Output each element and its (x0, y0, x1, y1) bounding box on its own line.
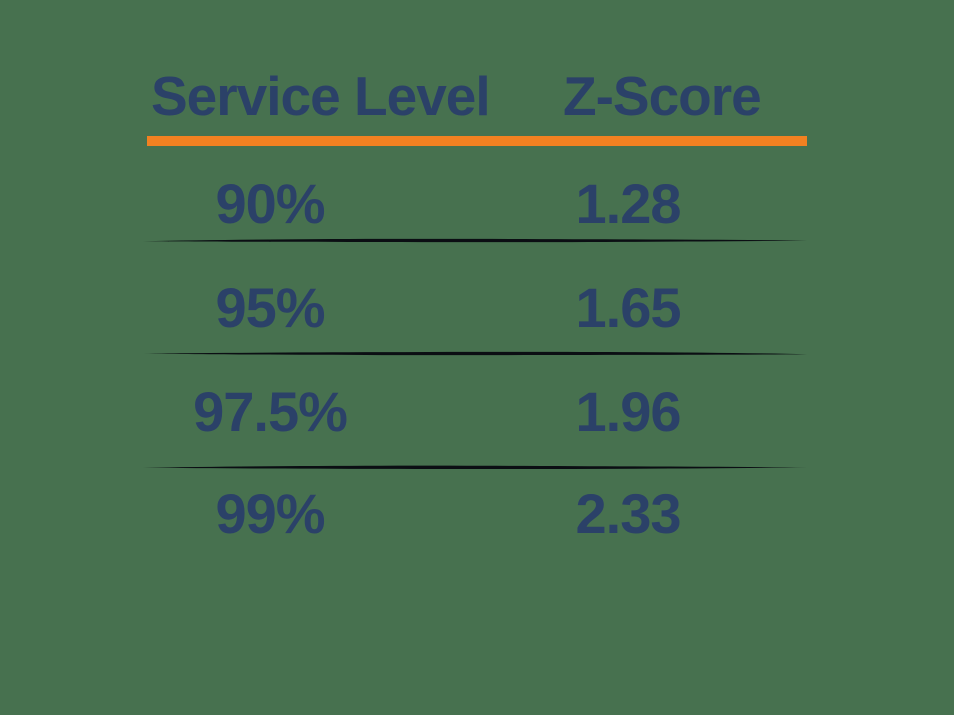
column-header-z-score: Z-Score (563, 65, 762, 127)
service-level-value: 97.5% (193, 380, 348, 443)
row-divider (143, 465, 807, 470)
service-level-value: 90% (215, 172, 325, 235)
z-score-value: 2.33 (575, 482, 682, 545)
row-divider (143, 238, 807, 243)
row-divider (143, 351, 807, 356)
service-level-value: 95% (215, 276, 325, 339)
header-underline-rule (147, 136, 807, 146)
z-score-value: 1.65 (575, 276, 682, 339)
z-score-value: 1.96 (575, 380, 682, 443)
column-header-service-level: Service Level (151, 65, 491, 127)
z-score-value: 1.28 (575, 172, 682, 235)
service-level-value: 99% (215, 482, 325, 545)
